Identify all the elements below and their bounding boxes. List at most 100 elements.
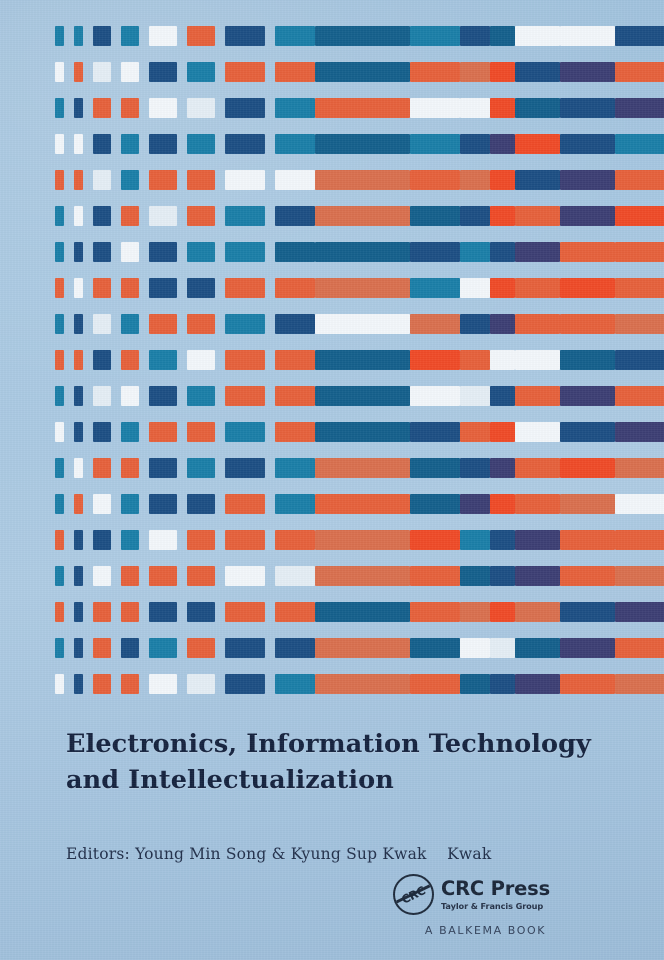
stripe-segment bbox=[74, 350, 83, 370]
stripe-gap bbox=[83, 278, 93, 298]
stripe-gap bbox=[83, 62, 93, 82]
stripe-segment bbox=[93, 674, 111, 694]
imprint-label: A BALKEMA BOOK bbox=[424, 924, 547, 937]
cover-artwork-stripes bbox=[55, 26, 664, 712]
stripe-segment bbox=[149, 566, 177, 586]
stripe-gap bbox=[215, 386, 225, 406]
stripe-segment bbox=[410, 278, 460, 298]
stripe-gap bbox=[177, 134, 187, 154]
stripe-gap bbox=[64, 530, 74, 550]
stripe-gap bbox=[111, 242, 121, 262]
stripe-gap bbox=[111, 278, 121, 298]
stripe-gap bbox=[177, 242, 187, 262]
stripe-segment bbox=[560, 602, 615, 622]
stripe-gap bbox=[64, 350, 74, 370]
title-line-1: Electronics, Information Technology bbox=[66, 729, 591, 759]
stripe-segment bbox=[121, 278, 139, 298]
stripe-gap bbox=[139, 566, 149, 586]
stripe-segment bbox=[225, 530, 265, 550]
stripe-gap bbox=[265, 134, 275, 154]
stripe-segment bbox=[515, 314, 560, 334]
stripe-segment bbox=[149, 350, 177, 370]
stripe-segment bbox=[515, 98, 560, 118]
stripe-gap bbox=[139, 206, 149, 226]
stripe-segment bbox=[315, 314, 410, 334]
stripe-segment bbox=[275, 638, 315, 658]
stripe-gap bbox=[111, 62, 121, 82]
stripe-segment bbox=[93, 314, 111, 334]
stripe-segment bbox=[225, 638, 265, 658]
stripe-row bbox=[55, 674, 664, 694]
stripe-segment bbox=[55, 674, 64, 694]
stripe-segment bbox=[149, 530, 177, 550]
stripe-gap bbox=[83, 314, 93, 334]
stripe-segment bbox=[74, 566, 83, 586]
stripe-segment bbox=[560, 242, 615, 262]
stripe-segment bbox=[275, 98, 315, 118]
stripe-segment bbox=[275, 278, 315, 298]
stripe-segment bbox=[490, 62, 515, 82]
stripe-gap bbox=[177, 386, 187, 406]
stripe-segment bbox=[55, 638, 64, 658]
stripe-gap bbox=[111, 566, 121, 586]
stripe-segment bbox=[93, 62, 111, 82]
stripe-segment bbox=[93, 602, 111, 622]
stripe-segment bbox=[490, 206, 515, 226]
stripe-segment bbox=[560, 62, 615, 82]
stripe-segment bbox=[410, 422, 460, 442]
stripe-segment bbox=[121, 206, 139, 226]
stripe-segment bbox=[93, 170, 111, 190]
stripe-segment bbox=[515, 242, 560, 262]
stripe-gap bbox=[215, 422, 225, 442]
stripe-segment bbox=[490, 314, 515, 334]
stripe-segment bbox=[149, 314, 177, 334]
stripe-segment bbox=[490, 638, 515, 658]
stripe-gap bbox=[215, 62, 225, 82]
stripe-segment bbox=[560, 494, 615, 514]
stripe-segment bbox=[55, 314, 64, 334]
stripe-gap bbox=[64, 170, 74, 190]
stripe-gap bbox=[177, 422, 187, 442]
stripe-segment bbox=[225, 458, 265, 478]
stripe-segment bbox=[560, 26, 615, 46]
stripe-gap bbox=[111, 134, 121, 154]
stripe-segment bbox=[315, 98, 410, 118]
stripe-segment bbox=[460, 314, 490, 334]
stripe-gap bbox=[265, 638, 275, 658]
stripe-gap bbox=[265, 98, 275, 118]
stripe-segment bbox=[515, 134, 560, 154]
stripe-gap bbox=[265, 278, 275, 298]
stripe-gap bbox=[64, 278, 74, 298]
stripe-segment bbox=[560, 206, 615, 226]
stripe-segment bbox=[490, 170, 515, 190]
stripe-gap bbox=[83, 602, 93, 622]
stripe-row bbox=[55, 26, 664, 46]
stripe-gap bbox=[265, 242, 275, 262]
stripe-gap bbox=[177, 350, 187, 370]
stripe-segment bbox=[615, 62, 664, 82]
stripe-segment bbox=[225, 242, 265, 262]
stripe-gap bbox=[111, 602, 121, 622]
stripe-gap bbox=[64, 242, 74, 262]
stripe-gap bbox=[177, 206, 187, 226]
stripe-gap bbox=[64, 674, 74, 694]
stripe-gap bbox=[265, 494, 275, 514]
stripe-gap bbox=[139, 242, 149, 262]
stripe-segment bbox=[275, 566, 315, 586]
stripe-segment bbox=[615, 494, 664, 514]
stripe-segment bbox=[187, 530, 215, 550]
stripe-row bbox=[55, 602, 664, 622]
stripe-segment bbox=[93, 278, 111, 298]
stripe-segment bbox=[93, 242, 111, 262]
stripe-gap bbox=[215, 314, 225, 334]
stripe-segment bbox=[225, 422, 265, 442]
stripe-gap bbox=[64, 494, 74, 514]
stripe-segment bbox=[490, 278, 515, 298]
stripe-segment bbox=[615, 242, 664, 262]
stripe-segment bbox=[121, 350, 139, 370]
stripe-segment bbox=[615, 170, 664, 190]
stripe-segment bbox=[74, 314, 83, 334]
stripe-segment bbox=[560, 386, 615, 406]
stripe-segment bbox=[615, 314, 664, 334]
stripe-segment bbox=[460, 278, 490, 298]
